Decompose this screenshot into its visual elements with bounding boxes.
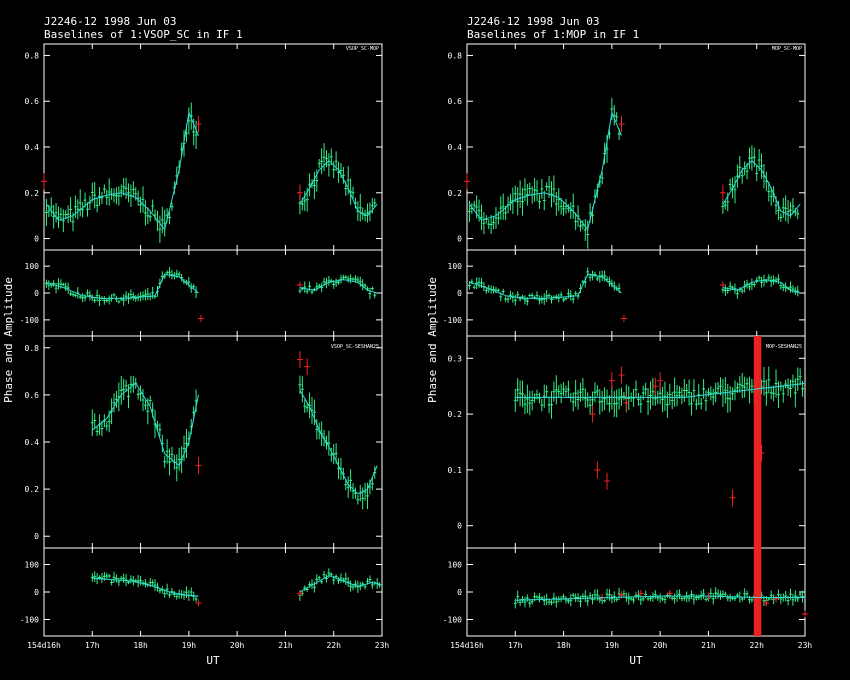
y-tick-label: 0 (34, 289, 39, 298)
y-tick-label: 100 (448, 561, 463, 570)
x-tick-label: 17h (508, 641, 523, 650)
y-tick-label: 0.2 (25, 189, 40, 198)
axes-frames (43, 43, 806, 637)
model-curve (92, 577, 199, 597)
axis-ticks: 0 0.2 0.4 0.6 0.8 -100 0 100 0 0.2 0.4 0.6 0.8 -100 0 1… (20, 44, 813, 650)
right-sub1-label: MOP_SC-MOP (772, 46, 802, 52)
model-curve (46, 273, 199, 299)
x-tick-label: 19h (182, 641, 197, 650)
y-tick-label: 0 (457, 289, 462, 298)
y-tick-label: 0.8 (25, 51, 40, 60)
left-xlabel: UT (206, 654, 220, 667)
y-tick-label: 0.4 (448, 143, 463, 152)
right-sub3-label: MOP-SESHAN25 (766, 344, 802, 350)
y-tick-label: 100 (448, 262, 463, 271)
y-tick-label: 0.6 (25, 391, 40, 400)
x-tick-label: 21h (701, 641, 716, 650)
subplot-frame (43, 249, 383, 337)
y-tick-label: 0.6 (25, 97, 40, 106)
x-tick-label: 19h (605, 641, 620, 650)
left-ylabel: Phase and Amplitude (2, 277, 15, 403)
y-tick-label: -100 (20, 616, 39, 625)
data-points (41, 97, 808, 636)
model-curve (299, 160, 378, 217)
model-curve (299, 389, 378, 495)
x-tick-label: 18h (133, 641, 148, 650)
y-tick-label: 0.6 (448, 97, 463, 106)
x-tick-label: 20h (230, 641, 245, 650)
y-tick-label: 0 (34, 588, 39, 597)
subplot-frame (43, 335, 383, 549)
model-curve (469, 110, 622, 231)
model-curve (722, 160, 801, 217)
y-tick-label: 0.8 (448, 51, 463, 60)
y-tick-label: 0.8 (25, 344, 40, 353)
x-tick-label: 154d16h (27, 641, 61, 650)
y-tick-label: 100 (25, 262, 40, 271)
x-tick-label: 22h (749, 641, 764, 650)
subplot-frame (43, 43, 383, 251)
y-tick-label: 0 (457, 588, 462, 597)
right-xlabel: UT (629, 654, 643, 667)
subplot-frame (43, 547, 383, 637)
y-tick-label: 0.4 (25, 143, 40, 152)
x-tick-label: 23h (798, 641, 813, 650)
right-ylabel: Phase and Amplitude (426, 277, 439, 403)
x-tick-label: 23h (375, 641, 390, 650)
left-title-line2: Baselines of 1:VSOP_SC in IF 1 (44, 28, 243, 41)
y-tick-label: -100 (443, 316, 462, 325)
right-title-line2: Baselines of 1:MOP in IF 1 (467, 28, 639, 41)
x-tick-label: 21h (278, 641, 293, 650)
y-tick-label: 0 (457, 522, 462, 531)
model-curve (299, 574, 383, 593)
y-tick-label: -100 (20, 316, 39, 325)
x-tick-label: 20h (653, 641, 668, 650)
y-tick-label: 0.2 (448, 189, 463, 198)
left-title-line1: J2246-12 1998 Jun 03 (44, 15, 176, 28)
right-title-line1: J2246-12 1998 Jun 03 (467, 15, 599, 28)
y-tick-label: 0 (457, 235, 462, 244)
model-curve (469, 273, 622, 299)
y-tick-label: 0 (34, 235, 39, 244)
y-tick-label: 100 (25, 561, 40, 570)
y-tick-label: 0.1 (448, 466, 463, 475)
model-curves (46, 110, 806, 601)
model-curve (46, 110, 199, 231)
model-curve (299, 279, 378, 294)
subplot-frame (466, 43, 806, 251)
y-tick-label: 0.2 (25, 485, 40, 494)
x-tick-label: 18h (556, 641, 571, 650)
left-sub3-label: VSOP_SC-SESHAN25 (331, 344, 379, 350)
y-tick-label: 0 (34, 532, 39, 541)
model-curve (91, 382, 199, 467)
x-tick-label: 154d16h (450, 641, 484, 650)
model-curve (722, 279, 801, 294)
y-tick-label: 0.3 (448, 354, 463, 363)
left-sub1-label: VSOP_SC-MOP (346, 46, 379, 52)
model-curve (515, 382, 806, 398)
x-tick-label: 22h (326, 641, 341, 650)
y-tick-label: -100 (443, 616, 462, 625)
y-tick-label: 0.2 (448, 410, 463, 419)
model-curve (515, 595, 805, 601)
y-tick-label: 0.4 (25, 438, 40, 447)
x-tick-label: 17h (85, 641, 100, 650)
